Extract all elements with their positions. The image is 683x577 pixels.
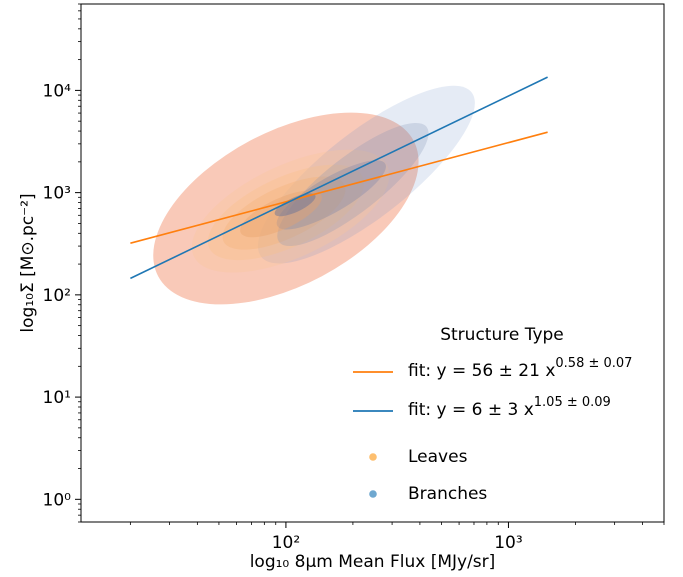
x-tick-label: 10² <box>272 533 300 553</box>
density-contour-leaves-7 <box>240 190 322 238</box>
x-axis-label: log₁₀ 8μm Mean Flux [MJy/sr] <box>250 552 496 572</box>
x-tick-label: 10³ <box>494 533 522 553</box>
axis-ticks: 10² 10³ 10⁰ 10¹ 10² 10³ 10⁴ <box>43 3 665 553</box>
density-contour-leaves-0 <box>153 112 419 305</box>
density-contour-branches-8 <box>274 193 316 217</box>
legend-entry-label: Leaves <box>408 447 468 467</box>
y-tick-label: 10⁰ <box>43 490 72 510</box>
density-contours <box>153 85 475 305</box>
density-contour-branches-1 <box>257 85 475 264</box>
y-tick-label: 10² <box>43 286 71 306</box>
density-contour-leaves-2 <box>191 149 390 273</box>
density-contour-leaves-3 <box>207 164 364 261</box>
legend-title: Structure Type <box>440 325 564 345</box>
plot-frame <box>80 3 665 523</box>
y-tick-label: 10¹ <box>43 388 71 408</box>
density-contour-branches-6 <box>276 160 386 230</box>
legend-dot-marker <box>369 490 377 498</box>
y-tick-label: 10⁴ <box>43 81 72 101</box>
fit-line-1 <box>130 76 548 280</box>
legend-entry-label: fit: y = 56 ± 21 x0.58 ± 0.07 <box>408 356 632 381</box>
legend: Structure Type fit: y = 56 ± 21 x0.58 ± … <box>353 325 632 504</box>
legend-entry-label: Branches <box>408 484 487 504</box>
y-tick-label: 10³ <box>43 184 71 204</box>
legend-entry-label: fit: y = 6 ± 3 x1.05 ± 0.09 <box>408 395 611 420</box>
fit-lines <box>130 76 548 280</box>
y-axis-label: log₁₀Σ [M⊙.pc⁻²] <box>18 193 38 332</box>
fit-line-0 <box>130 131 548 244</box>
legend-dot-marker <box>369 453 377 461</box>
